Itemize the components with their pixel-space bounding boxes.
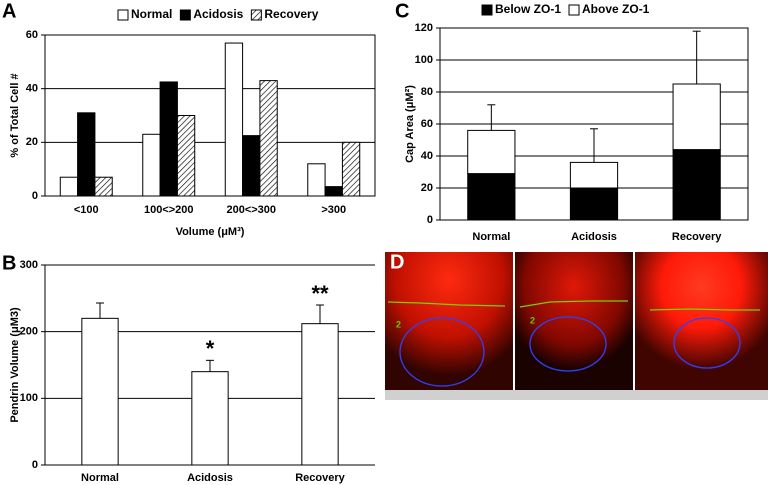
image-label: 2 [530, 315, 535, 325]
x-tick-label: Normal [81, 472, 119, 484]
bar [191, 371, 229, 466]
bar-segment [467, 173, 516, 221]
y-tick-label: 0 [427, 214, 433, 226]
x-tick-label: <100 [74, 204, 99, 216]
image-label: 2 [396, 319, 401, 329]
y-tick-label: 80 [421, 86, 433, 98]
cell-outline [529, 316, 607, 372]
significance-mark: * [206, 336, 215, 361]
y-tick-label: 20 [421, 182, 433, 194]
y-axis-title: % of Total Cell # [9, 73, 21, 157]
x-tick-label: 100<>200 [144, 204, 194, 216]
legend-swatch [481, 4, 493, 16]
legend-swatch [568, 4, 580, 16]
micrograph [635, 252, 768, 390]
y-tick-label: 100 [20, 392, 38, 404]
x-tick-label: Recovery [295, 472, 345, 484]
legend-swatch [179, 9, 191, 21]
x-tick-label: Acidosis [571, 231, 617, 243]
x-axis-title: Volume (μM³) [176, 226, 245, 238]
cell-outline [399, 317, 485, 387]
panel-letter: B [2, 252, 16, 274]
bar [159, 81, 178, 197]
image-border [385, 390, 768, 400]
significance-mark: ** [311, 281, 329, 306]
legend-swatch [117, 9, 129, 21]
bar [307, 163, 326, 197]
bar [59, 176, 79, 197]
panel-letter: C [395, 0, 409, 22]
legend-label: Acidosis [193, 7, 243, 21]
bar [81, 317, 119, 466]
panel-letter: D [390, 251, 404, 273]
y-tick-label: 300 [20, 259, 38, 271]
bar-segment [467, 129, 516, 175]
bar [324, 186, 343, 197]
y-tick-label: 0 [32, 190, 38, 202]
legend-label: Normal [131, 7, 172, 21]
legend-swatch [250, 9, 262, 21]
micrograph [515, 252, 633, 390]
y-axis-title: Pendrin Volume (μM3) [9, 307, 21, 423]
zo1-line [519, 300, 628, 308]
bar [301, 323, 339, 466]
x-tick-label: 200<>300 [226, 204, 276, 216]
bar-segment [672, 83, 721, 151]
cell-outline [673, 317, 741, 369]
y-axis-title: Cap Area (μM²) [404, 85, 416, 163]
y-tick-label: 100 [415, 54, 433, 66]
x-tick-label: >300 [321, 204, 346, 216]
bar [142, 133, 161, 197]
zo1-line [649, 308, 760, 311]
bar [242, 135, 261, 197]
x-tick-label: Acidosis [187, 472, 233, 484]
y-tick-label: 20 [26, 136, 38, 148]
bar-segment [569, 161, 619, 189]
y-tick-label: 120 [415, 22, 433, 34]
y-tick-label: 60 [26, 29, 38, 41]
bar [176, 115, 196, 197]
x-tick-label: Normal [472, 231, 510, 243]
bar [259, 80, 278, 197]
y-tick-label: 0 [32, 459, 38, 471]
legend-label: Below ZO-1 [495, 2, 561, 16]
legend-label: Above ZO-1 [582, 2, 650, 16]
zo1-line [387, 301, 506, 307]
panel-letter: A [2, 0, 16, 22]
micrograph [385, 252, 513, 390]
y-tick-label: 200 [20, 326, 38, 338]
bar [77, 112, 96, 197]
bar [224, 42, 244, 197]
x-tick-label: Recovery [672, 231, 722, 243]
legend-label: Recovery [264, 7, 318, 21]
image-panel: 2 2 D [385, 251, 768, 400]
y-tick-label: 40 [421, 150, 433, 162]
bar [94, 176, 113, 197]
y-tick-label: 40 [26, 83, 38, 95]
bar [341, 141, 361, 197]
bar-segment [569, 187, 619, 221]
y-tick-label: 60 [421, 118, 433, 130]
bar-segment [672, 149, 721, 221]
